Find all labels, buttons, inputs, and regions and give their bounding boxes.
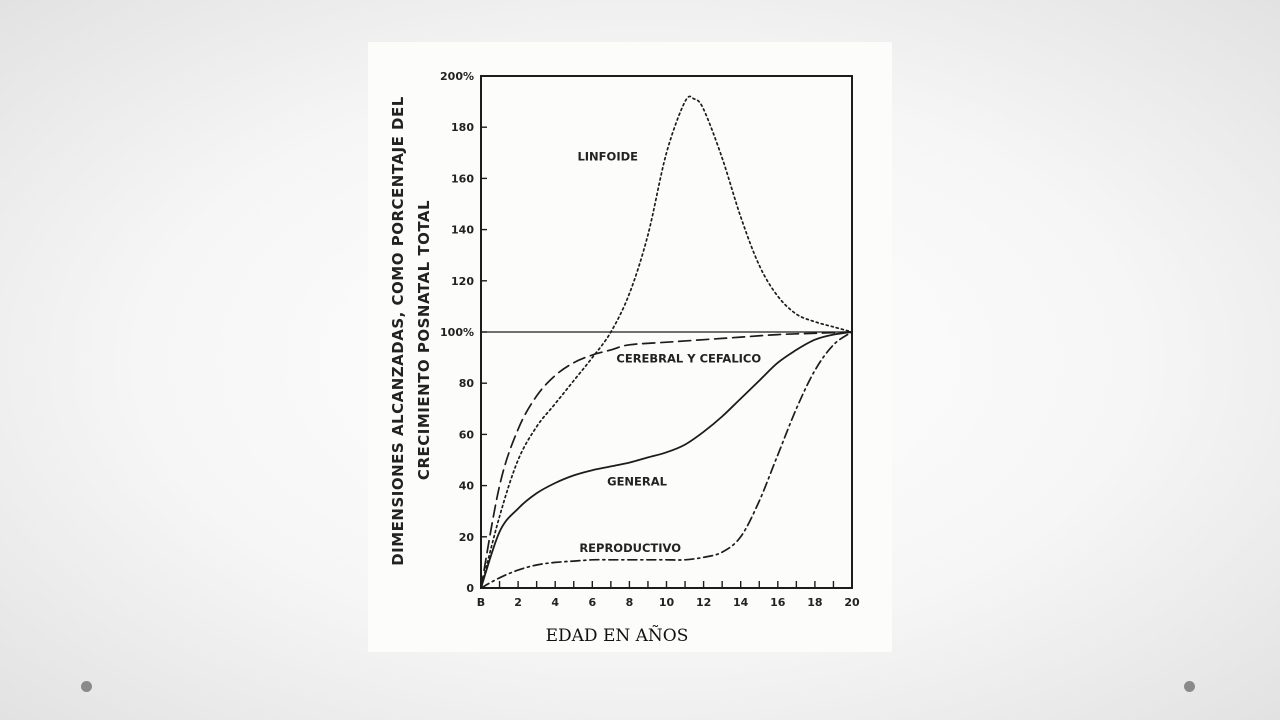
y-tick-label: 80	[459, 377, 475, 390]
y-tick-label: 140	[451, 224, 474, 237]
y-tick-label: 200%	[440, 70, 474, 83]
x-tick-label: 6	[588, 596, 596, 609]
axis-ticks: 0 20 40 60 80 100% 120 140 160 180 200% B 2 4 6 8 10 12 14…	[440, 70, 860, 609]
x-tick-label: 10	[659, 596, 675, 609]
series-label-general: GENERAL	[607, 475, 668, 489]
y-tick-label: 60	[459, 428, 475, 441]
x-tick-label: 16	[770, 596, 786, 609]
x-tick-label: B	[477, 596, 485, 609]
series-labels: LINFOIDE CEREBRAL Y CEFALICO GENERAL REPROD…	[577, 149, 761, 555]
y-tick-label: 160	[451, 172, 474, 185]
series-line-reproductivo	[480, 331, 853, 589]
x-tick-label: 14	[733, 596, 749, 609]
y-tick-label: 20	[459, 531, 475, 544]
y-tick-label: 180	[451, 121, 474, 134]
x-tick-label: 18	[807, 596, 822, 609]
series-label-linfoide: LINFOIDE	[577, 149, 638, 163]
bullet-left	[81, 681, 92, 692]
bullet-right	[1184, 681, 1195, 692]
series-line-general	[480, 331, 853, 589]
series-lines	[480, 95, 853, 589]
x-axis-label: EDAD EN AÑOS	[546, 625, 689, 646]
series-line-cerebral-y-cefalico	[480, 331, 853, 589]
x-tick-label: 2	[514, 596, 522, 609]
y-tick-label: 120	[451, 275, 474, 288]
x-tick-label: 12	[696, 596, 711, 609]
y-axis-label-line-1: DIMENSIONES ALCANZADAS, COMO PORCENTAJE …	[389, 96, 407, 566]
y-tick-label: 0	[466, 582, 474, 595]
y-tick-label: 40	[459, 480, 475, 493]
scanned-figure	[368, 42, 892, 652]
series-line-linfoide	[480, 95, 853, 589]
series-label-reproductivo: REPRODUCTIVO	[579, 541, 681, 555]
x-tick-label: 20	[844, 596, 860, 609]
series-label-cerebral-y-cefalico: CEREBRAL Y CEFALICO	[616, 352, 761, 366]
y-tick-label: 100%	[440, 326, 474, 339]
y-axis-label-line-2: CRECIMIENTO POSNATAL TOTAL	[415, 200, 433, 480]
x-tick-label: 8	[626, 596, 634, 609]
x-tick-label: 4	[551, 596, 559, 609]
